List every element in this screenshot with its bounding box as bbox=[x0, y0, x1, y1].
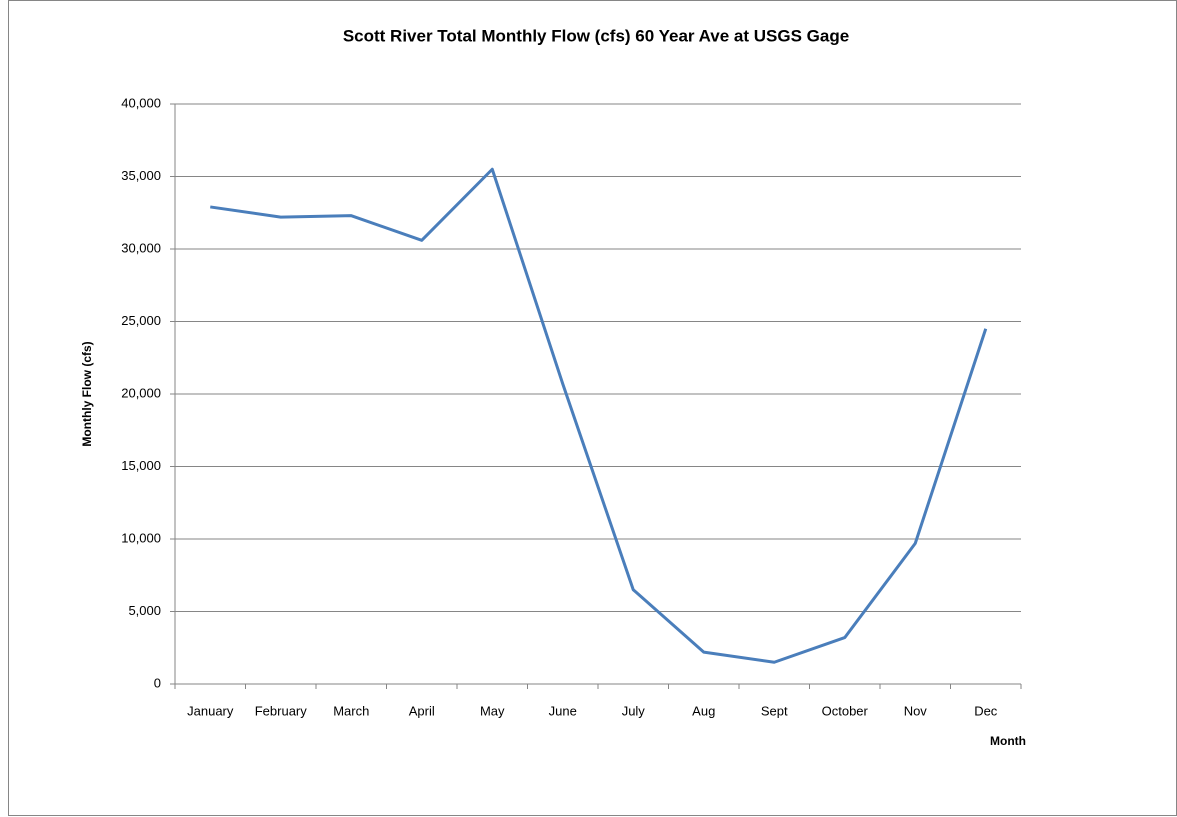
x-axis-label: Month bbox=[990, 734, 1026, 748]
x-tick-label: January bbox=[187, 703, 234, 718]
x-tick-label: April bbox=[409, 703, 435, 718]
x-tick-label: July bbox=[622, 703, 646, 718]
y-tick-label: 15,000 bbox=[121, 458, 161, 473]
x-tick-label: October bbox=[822, 703, 869, 718]
x-tick-label: June bbox=[549, 703, 577, 718]
y-tick-label: 0 bbox=[154, 675, 161, 690]
x-tick-label: Aug bbox=[692, 703, 715, 718]
chart-title: Scott River Total Monthly Flow (cfs) 60 … bbox=[343, 26, 849, 45]
chart-border bbox=[8, 0, 1177, 816]
x-tick-label: May bbox=[480, 703, 505, 718]
x-tick-label: February bbox=[255, 703, 308, 718]
y-tick-label: 25,000 bbox=[121, 313, 161, 328]
x-tick-label: Nov bbox=[904, 703, 928, 718]
y-tick-label: 30,000 bbox=[121, 240, 161, 255]
y-axis-label: Monthly Flow (cfs) bbox=[80, 341, 94, 446]
y-tick-label: 35,000 bbox=[121, 168, 161, 183]
y-tick-label: 40,000 bbox=[121, 95, 161, 110]
x-tick-label: Dec bbox=[974, 703, 998, 718]
x-tick-label: Sept bbox=[761, 703, 788, 718]
x-tick-label: March bbox=[333, 703, 369, 718]
y-tick-label: 10,000 bbox=[121, 530, 161, 545]
y-tick-label: 20,000 bbox=[121, 385, 161, 400]
data-line bbox=[210, 167, 988, 664]
y-tick-label: 5,000 bbox=[128, 603, 161, 618]
